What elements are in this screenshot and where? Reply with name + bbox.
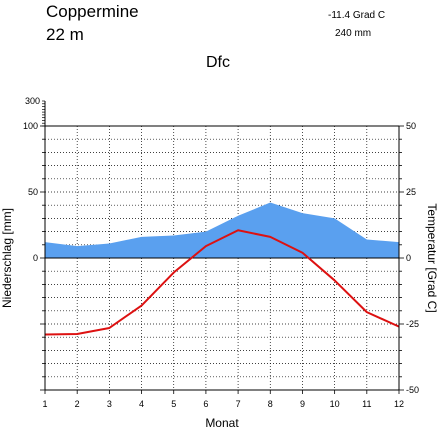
right-tick-label: 0 <box>406 253 411 263</box>
x-tick-label: 12 <box>394 399 404 409</box>
x-axis-label: Monat <box>205 416 239 430</box>
left-tick-label: 100 <box>23 121 38 131</box>
right-tick-label: -25 <box>406 319 419 329</box>
right-tick-label: 25 <box>406 187 416 197</box>
x-tick-label: 4 <box>139 399 144 409</box>
left-tick-label: 0 <box>33 253 38 263</box>
annual-precipitation: 240 mm <box>335 28 371 39</box>
right-tick-label: -50 <box>406 385 419 395</box>
temperature-line <box>44 229 400 336</box>
right-axis-label: Temperatur [Grad C] <box>425 203 439 312</box>
left-tick-label: 50 <box>28 187 38 197</box>
x-tick-label: 6 <box>203 399 208 409</box>
left-tick-label: 300 <box>25 96 40 106</box>
station-name: Coppermine <box>46 2 139 21</box>
left-axis-label: Niederschlag [mm] <box>0 208 14 308</box>
station-elevation: 22 m <box>46 25 84 44</box>
right-tick-label: 50 <box>406 121 416 131</box>
x-tick-label: 7 <box>236 399 241 409</box>
x-tick-label: 11 <box>362 399 371 409</box>
x-tick-label: 8 <box>268 399 273 409</box>
x-tick-label: 1 <box>42 399 47 409</box>
x-tick-label: 10 <box>330 399 340 409</box>
x-tick-label: 3 <box>107 399 112 409</box>
x-tick-label: 5 <box>171 399 176 409</box>
x-tick-label: 9 <box>300 399 305 409</box>
climate-class: Dfc <box>206 54 230 71</box>
precipitation-area <box>45 202 399 258</box>
mean-temperature: -11.4 Grad C <box>328 10 385 21</box>
x-tick-label: 2 <box>75 399 80 409</box>
